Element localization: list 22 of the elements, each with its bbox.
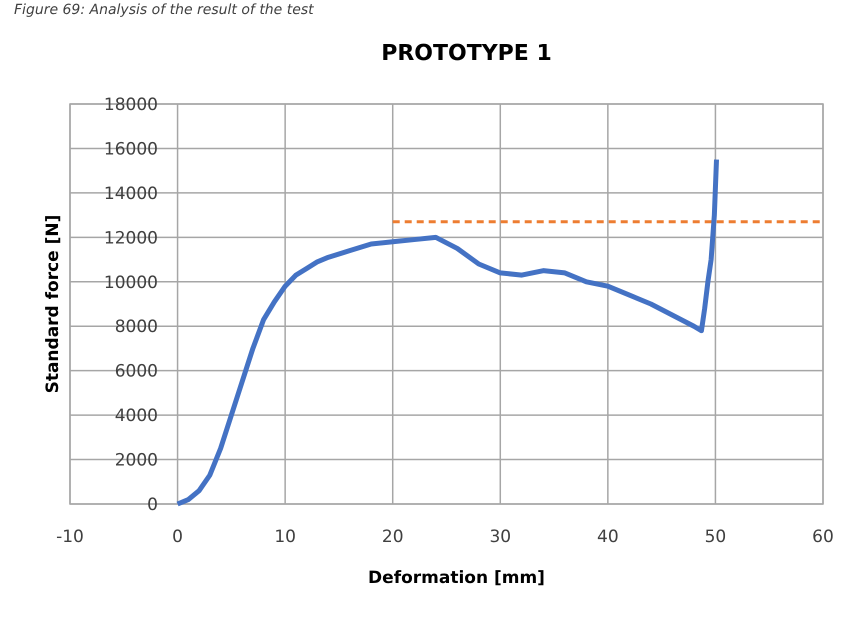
y-tick-label: 2000 (114, 450, 158, 471)
y-axis-title: Standard force [N] (43, 214, 63, 394)
y-tick-label: 4000 (114, 406, 158, 426)
y-tick-label: 8000 (114, 317, 158, 338)
caption: Figure 69: Analysis of the result of the test (14, 2, 314, 18)
y-tick-label: 18000 (104, 95, 158, 115)
x-tick-label: 30 (489, 527, 512, 547)
x-tick-label: 20 (382, 527, 404, 547)
chart-title: PROTOTYPE 1 (381, 41, 552, 66)
y-tick-label: 10000 (104, 272, 158, 293)
x-tick-label: 0 (172, 527, 183, 547)
y-tick-label: 12000 (104, 228, 158, 248)
y-tick-label: 16000 (104, 139, 158, 160)
y-tick-label: 14000 (104, 184, 158, 204)
y-tick-label: 6000 (114, 362, 158, 382)
x-axis-title: Deformation [mm] (368, 568, 545, 588)
x-tick-label: 40 (597, 527, 619, 547)
x-tick-label: 60 (812, 527, 834, 547)
x-tick-label: 50 (704, 527, 726, 547)
x-tick-label: -10 (56, 527, 84, 547)
y-tick-label: 0 (147, 495, 158, 515)
x-tick-label: 10 (274, 527, 296, 547)
